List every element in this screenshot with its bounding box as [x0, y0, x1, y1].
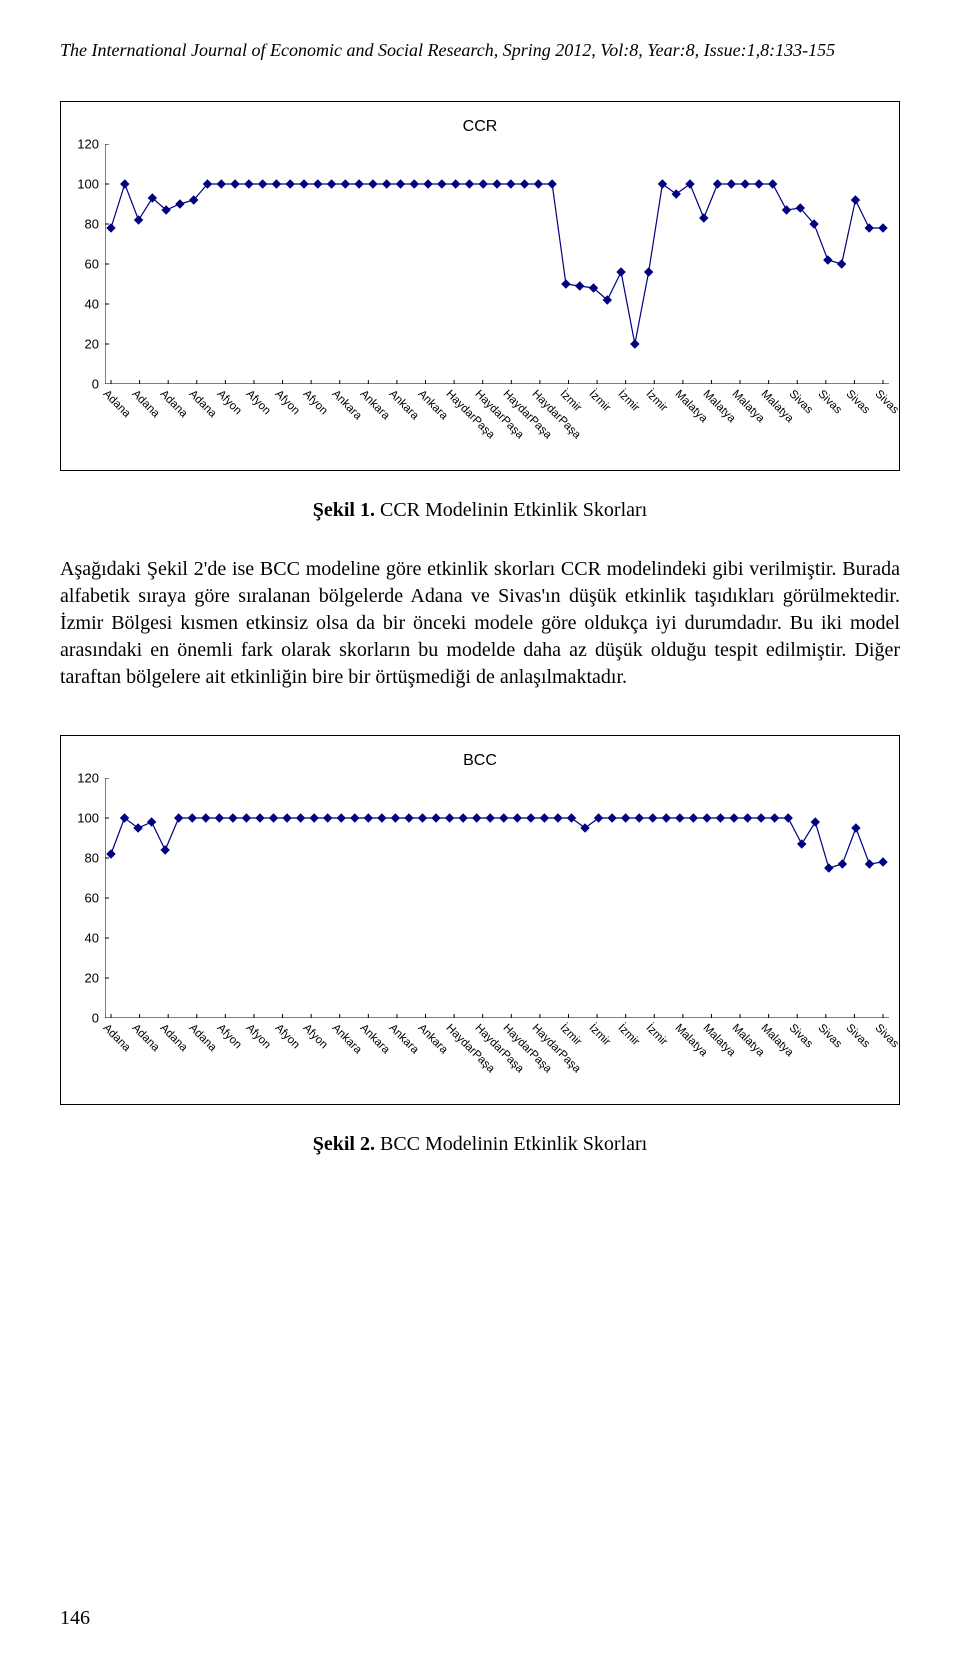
y-tick-label: 0 [92, 377, 99, 392]
ccr-x-axis-labels: AdanaAdanaAdanaAdanaAfyonAfyonAfyonAfyon… [105, 384, 889, 464]
x-tick-label: Afyon [243, 1022, 272, 1051]
bcc-caption-rest: BCC Modelinin Etkinlik Skorları [375, 1133, 647, 1155]
x-tick-label: Ankara [415, 1022, 449, 1056]
x-tick-label: Adana [101, 1022, 133, 1054]
y-tick-label: 120 [77, 137, 99, 152]
bcc-caption-bold: Şekil 2. [313, 1133, 375, 1155]
x-tick-label: Afyon [272, 1022, 301, 1051]
page-number: 146 [60, 1607, 90, 1630]
bcc-y-axis-labels: 020406080100120 [71, 778, 101, 1018]
x-tick-label: Ankara [358, 388, 392, 422]
y-tick-label: 60 [85, 891, 99, 906]
x-tick-label: Afyon [243, 388, 272, 417]
x-tick-label: Ankara [386, 1022, 420, 1056]
x-tick-label: İzmir [587, 1022, 613, 1048]
x-tick-label: Ankara [415, 388, 449, 422]
x-tick-label: Adana [186, 1022, 218, 1054]
x-tick-label: Adana [129, 1022, 161, 1054]
x-tick-label: Sivas [815, 388, 843, 416]
bcc-plot-svg [105, 778, 889, 1018]
y-tick-label: 120 [77, 771, 99, 786]
body-paragraph: Aşağıdaki Şekil 2'de ise BCC modeline gö… [60, 556, 900, 691]
bcc-chart-title: BCC [71, 752, 889, 770]
ccr-caption: Şekil 1. CCR Modelinin Etkinlik Skorları [60, 499, 900, 522]
bcc-caption: Şekil 2. BCC Modelinin Etkinlik Skorları [60, 1133, 900, 1156]
running-head: The International Journal of Economic an… [60, 40, 900, 61]
bcc-chart-box: BCC 020406080100120 AdanaAdanaAdanaAdana… [60, 735, 900, 1105]
x-tick-label: Afyon [215, 1022, 244, 1051]
y-tick-label: 100 [77, 177, 99, 192]
y-tick-label: 20 [85, 337, 99, 352]
x-tick-label: Afyon [215, 388, 244, 417]
x-tick-label: İzmir [615, 388, 641, 414]
x-tick-label: Ankara [329, 1022, 363, 1056]
x-tick-label: Sivas [873, 388, 901, 416]
x-tick-label: Sivas [873, 1022, 901, 1050]
x-tick-label: Sivas [844, 1022, 872, 1050]
ccr-plot-area: 020406080100120 [105, 144, 889, 384]
x-tick-label: İzmir [615, 1022, 641, 1048]
x-tick-label: İzmir [558, 1022, 584, 1048]
x-tick-label: İzmir [558, 388, 584, 414]
ccr-chart-box: CCR 020406080100120 AdanaAdanaAdanaAdana… [60, 101, 900, 471]
x-tick-label: Ankara [329, 388, 363, 422]
y-tick-label: 20 [85, 971, 99, 986]
x-tick-label: Afyon [301, 388, 330, 417]
bcc-x-axis-labels: AdanaAdanaAdanaAdanaAfyonAfyonAfyonAfyon… [105, 1018, 889, 1098]
y-tick-label: 40 [85, 931, 99, 946]
x-tick-label: Ankara [358, 1022, 392, 1056]
y-tick-label: 60 [85, 257, 99, 272]
x-tick-label: Adana [129, 388, 161, 420]
x-tick-label: Adana [158, 1022, 190, 1054]
ccr-y-axis-labels: 020406080100120 [71, 144, 101, 384]
y-tick-label: 80 [85, 851, 99, 866]
bcc-plot-area: 020406080100120 [105, 778, 889, 1018]
x-tick-label: Adana [158, 388, 190, 420]
page-root: The International Journal of Economic an… [0, 0, 960, 1660]
ccr-chart-title: CCR [71, 118, 889, 136]
x-tick-label: Adana [101, 388, 133, 420]
y-tick-label: 100 [77, 811, 99, 826]
y-tick-label: 40 [85, 297, 99, 312]
ccr-caption-bold: Şekil 1. [313, 499, 375, 521]
ccr-caption-rest: CCR Modelinin Etkinlik Skorları [375, 499, 647, 521]
ccr-plot-svg [105, 144, 889, 384]
x-tick-label: Sivas [844, 388, 872, 416]
y-tick-label: 0 [92, 1011, 99, 1026]
y-tick-label: 80 [85, 217, 99, 232]
x-tick-label: Adana [186, 388, 218, 420]
x-tick-label: İzmir [644, 1022, 670, 1048]
x-tick-label: Afyon [301, 1022, 330, 1051]
x-tick-label: Afyon [272, 388, 301, 417]
x-tick-label: Sivas [815, 1022, 843, 1050]
x-tick-label: İzmir [644, 388, 670, 414]
x-tick-label: Ankara [386, 388, 420, 422]
x-tick-label: İzmir [587, 388, 613, 414]
